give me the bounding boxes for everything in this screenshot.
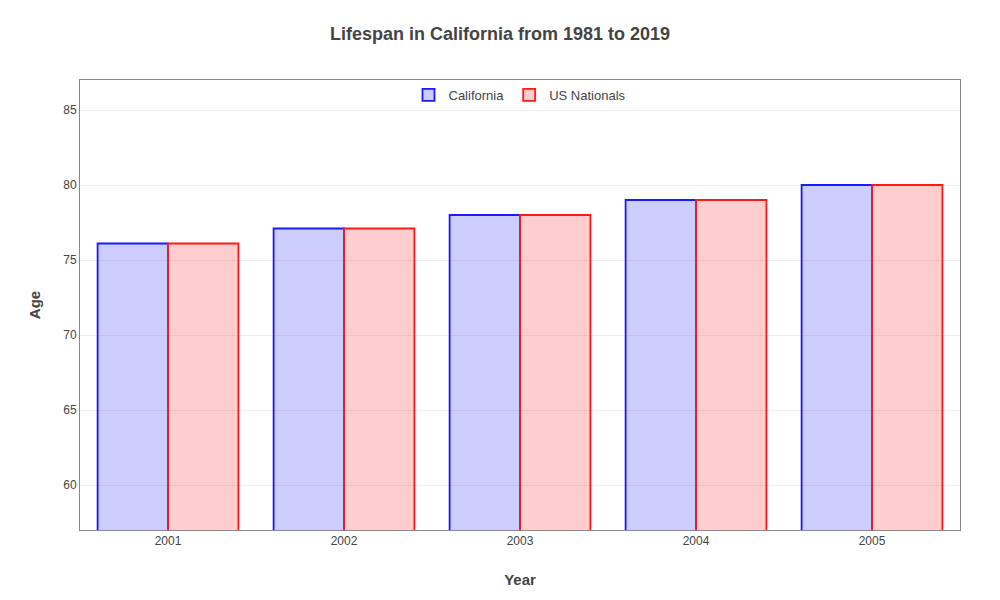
svg-text:US Nationals: US Nationals	[549, 88, 625, 103]
svg-text:Year: Year	[504, 571, 536, 588]
svg-text:70: 70	[63, 328, 77, 342]
svg-text:65: 65	[63, 403, 77, 417]
svg-text:2005: 2005	[859, 534, 886, 548]
svg-text:2003: 2003	[507, 534, 534, 548]
svg-text:2002: 2002	[331, 534, 358, 548]
svg-text:60: 60	[63, 478, 77, 492]
svg-text:80: 80	[63, 178, 77, 192]
svg-text:75: 75	[63, 253, 77, 267]
svg-text:Lifespan in California from 19: Lifespan in California from 1981 to 2019	[330, 24, 670, 44]
svg-text:2004: 2004	[683, 534, 710, 548]
svg-text:2001: 2001	[155, 534, 182, 548]
svg-text:California: California	[449, 88, 505, 103]
svg-text:85: 85	[63, 103, 77, 117]
svg-text:Age: Age	[26, 291, 43, 319]
